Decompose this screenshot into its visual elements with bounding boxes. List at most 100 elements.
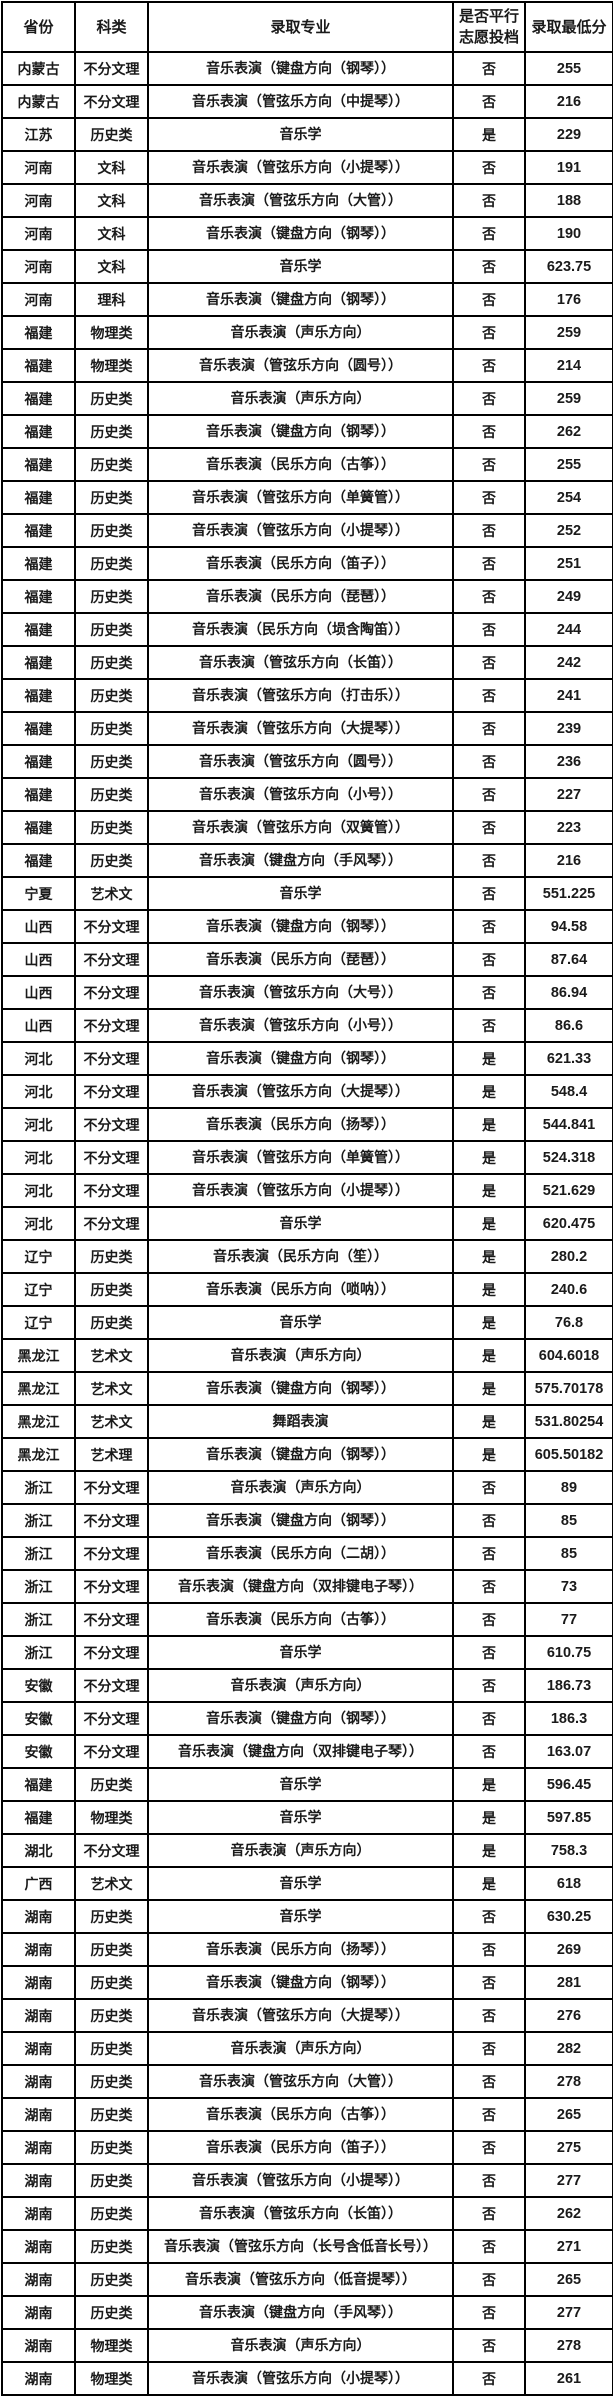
table-row: 宁夏 艺术文 音乐学 否 551.225 (1, 876, 613, 911)
cell-subject-category: 艺术理 (74, 1437, 149, 1472)
cell-parallel-application: 否 (452, 2328, 526, 2363)
table-row: 河南 文科 音乐表演（管弦乐方向（小提琴）） 否 191 (1, 150, 613, 185)
cell-min-score: 277 (524, 2295, 613, 2330)
cell-admitted-major: 音乐表演（声乐方向） (147, 381, 454, 416)
cell-min-score: 188 (524, 183, 613, 218)
cell-parallel-application: 否 (452, 1602, 526, 1637)
cell-admitted-major: 音乐学 (147, 1866, 454, 1901)
table-row: 山西 不分文理 音乐表演（键盘方向（钢琴）） 否 94.58 (1, 909, 613, 944)
cell-admitted-major: 音乐学 (147, 1899, 454, 1934)
cell-min-score: 259 (524, 381, 613, 416)
cell-min-score: 282 (524, 2031, 613, 2066)
table-row: 福建 物理类 音乐表演（管弦乐方向（圆号）） 否 214 (1, 348, 613, 383)
cell-parallel-application: 否 (452, 876, 526, 911)
cell-province: 河北 (1, 1074, 76, 1109)
cell-province: 河南 (1, 150, 76, 185)
cell-min-score: 278 (524, 2328, 613, 2363)
table-row: 浙江 不分文理 音乐表演（键盘方向（双排键电子琴）） 否 73 (1, 1569, 613, 1604)
cell-min-score: 610.75 (524, 1635, 613, 1670)
cell-province: 湖南 (1, 1965, 76, 2000)
cell-parallel-application: 否 (452, 2295, 526, 2330)
cell-province: 浙江 (1, 1635, 76, 1670)
cell-admitted-major: 音乐表演（管弦乐方向（小提琴）） (147, 2163, 454, 2198)
table-row: 内蒙古 不分文理 音乐表演（键盘方向（钢琴）） 否 255 (1, 51, 613, 86)
table-row: 福建 历史类 音乐表演（管弦乐方向（长笛）） 否 242 (1, 645, 613, 680)
cell-subject-category: 艺术文 (74, 1404, 149, 1439)
table-row: 福建 历史类 音乐表演（管弦乐方向（单簧管）） 否 254 (1, 480, 613, 515)
cell-admitted-major: 音乐表演（管弦乐方向（小号）） (147, 777, 454, 812)
cell-subject-category: 不分文理 (74, 1668, 149, 1703)
cell-subject-category: 不分文理 (74, 1602, 149, 1637)
cell-parallel-application: 否 (452, 447, 526, 482)
cell-subject-category: 历史类 (74, 843, 149, 878)
cell-parallel-application: 是 (452, 1404, 526, 1439)
table-row: 福建 历史类 音乐表演（管弦乐方向（大提琴）） 否 239 (1, 711, 613, 746)
table-row: 湖南 历史类 音乐表演（管弦乐方向（长号含低音长号）） 否 271 (1, 2229, 613, 2264)
cell-min-score: 281 (524, 1965, 613, 2000)
cell-subject-category: 物理类 (74, 2328, 149, 2363)
cell-province: 广西 (1, 1866, 76, 1901)
table-row: 浙江 不分文理 音乐表演（民乐方向（二胡）） 否 85 (1, 1536, 613, 1571)
cell-admitted-major: 音乐表演（管弦乐方向（小提琴）） (147, 150, 454, 185)
cell-admitted-major: 音乐表演（管弦乐方向（低音提琴）） (147, 2262, 454, 2297)
cell-min-score: 544.841 (524, 1107, 613, 1142)
cell-parallel-application: 是 (452, 1140, 526, 1175)
cell-parallel-application: 否 (452, 2064, 526, 2099)
cell-min-score: 597.85 (524, 1800, 613, 1835)
cell-parallel-application: 否 (452, 1899, 526, 1934)
cell-admitted-major: 音乐表演（声乐方向） (147, 1833, 454, 1868)
cell-province: 福建 (1, 1800, 76, 1835)
cell-province: 山西 (1, 1008, 76, 1043)
cell-province: 福建 (1, 843, 76, 878)
cell-parallel-application: 是 (452, 1338, 526, 1373)
cell-province: 江苏 (1, 117, 76, 152)
cell-min-score: 186.73 (524, 1668, 613, 1703)
header-min-score: 录取最低分 (524, 1, 613, 53)
table-row: 湖南 物理类 音乐表演（声乐方向） 否 278 (1, 2328, 613, 2363)
cell-parallel-application: 是 (452, 1074, 526, 1109)
cell-province: 福建 (1, 612, 76, 647)
cell-province: 河北 (1, 1107, 76, 1142)
cell-province: 安徽 (1, 1734, 76, 1769)
cell-province: 湖南 (1, 2097, 76, 2132)
cell-parallel-application: 否 (452, 645, 526, 680)
cell-subject-category: 历史类 (74, 2097, 149, 2132)
cell-province: 福建 (1, 381, 76, 416)
cell-province: 河南 (1, 183, 76, 218)
table-row: 湖南 历史类 音乐表演（管弦乐方向（小提琴）） 否 277 (1, 2163, 613, 2198)
cell-min-score: 191 (524, 150, 613, 185)
cell-min-score: 620.475 (524, 1206, 613, 1241)
cell-admitted-major: 音乐学 (147, 1767, 454, 1802)
cell-min-score: 758.3 (524, 1833, 613, 1868)
table-header: 省份 科类 录取专业 是否平行志愿投档 录取最低分 (1, 1, 613, 53)
table-row: 福建 历史类 音乐表演（民乐方向（琵琶）） 否 249 (1, 579, 613, 614)
cell-admitted-major: 音乐学 (147, 1305, 454, 1340)
table-row: 湖南 历史类 音乐学 否 630.25 (1, 1899, 613, 1934)
cell-parallel-application: 否 (452, 975, 526, 1010)
cell-subject-category: 历史类 (74, 2295, 149, 2330)
cell-province: 内蒙古 (1, 84, 76, 119)
cell-parallel-application: 否 (452, 315, 526, 350)
cell-min-score: 262 (524, 414, 613, 449)
cell-min-score: 214 (524, 348, 613, 383)
table-row: 安徽 不分文理 音乐表演（声乐方向） 否 186.73 (1, 1668, 613, 1703)
cell-province: 黑龙江 (1, 1338, 76, 1373)
cell-min-score: 227 (524, 777, 613, 812)
cell-parallel-application: 否 (452, 183, 526, 218)
cell-admitted-major: 音乐表演（民乐方向（古筝）） (147, 1602, 454, 1637)
cell-parallel-application: 否 (452, 282, 526, 317)
cell-admitted-major: 音乐表演（声乐方向） (147, 315, 454, 350)
cell-subject-category: 物理类 (74, 2361, 149, 2396)
cell-admitted-major: 音乐表演（声乐方向） (147, 1338, 454, 1373)
table-row: 广西 艺术文 音乐学 是 618 (1, 1866, 613, 1901)
cell-min-score: 86.94 (524, 975, 613, 1010)
cell-min-score: 605.50182 (524, 1437, 613, 1472)
cell-min-score: 73 (524, 1569, 613, 1604)
cell-subject-category: 历史类 (74, 414, 149, 449)
table-row: 黑龙江 艺术理 音乐表演（键盘方向（钢琴）） 是 605.50182 (1, 1437, 613, 1472)
cell-province: 湖南 (1, 1932, 76, 1967)
cell-parallel-application: 否 (452, 810, 526, 845)
cell-parallel-application: 否 (452, 744, 526, 779)
cell-province: 湖南 (1, 2262, 76, 2297)
table-row: 河北 不分文理 音乐表演（键盘方向（钢琴）） 是 621.33 (1, 1041, 613, 1076)
